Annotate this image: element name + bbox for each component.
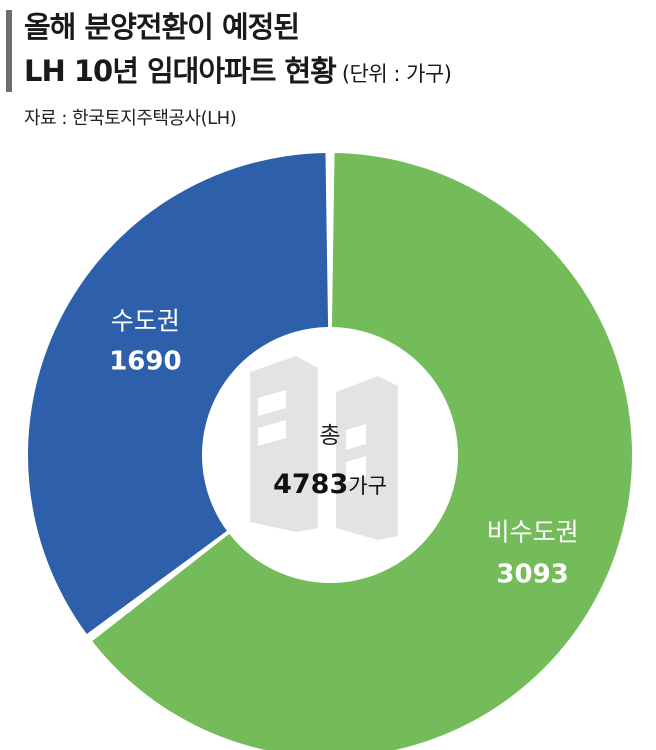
source-label: 자료 : 한국토지주택공사(LH) <box>24 108 237 129</box>
center-total-unit: 가구 <box>348 474 387 498</box>
slice-capital-area <box>27 153 329 634</box>
slice-non-capital-area <box>92 153 632 750</box>
slice-label-capital-area: 수도권 <box>111 306 180 335</box>
center-total-value: 4783 <box>273 469 348 500</box>
chart-title-line1: 올해 분양전환이 예정된 <box>24 4 300 46</box>
chart-title-line2: LH 10년 임대아파트 현황 (단위 : 가구) <box>24 48 452 90</box>
slice-label-non-capital-area: 비수도권 <box>487 518 579 547</box>
building-icon <box>250 356 398 540</box>
slice-value-capital-area: 1690 <box>109 346 181 376</box>
title-accent-bar <box>6 10 12 92</box>
center-circle <box>204 329 456 581</box>
center-title: 총 <box>319 423 340 449</box>
center-total: 4783가구 <box>273 469 387 500</box>
unit-label: (단위 : 가구) <box>341 62 452 86</box>
slice-value-non-capital-area: 3093 <box>496 560 568 590</box>
title-line1-text: 올해 분양전환이 예정된 <box>24 10 300 44</box>
title-line2-text: LH 10년 임대아파트 현황 <box>24 54 337 88</box>
